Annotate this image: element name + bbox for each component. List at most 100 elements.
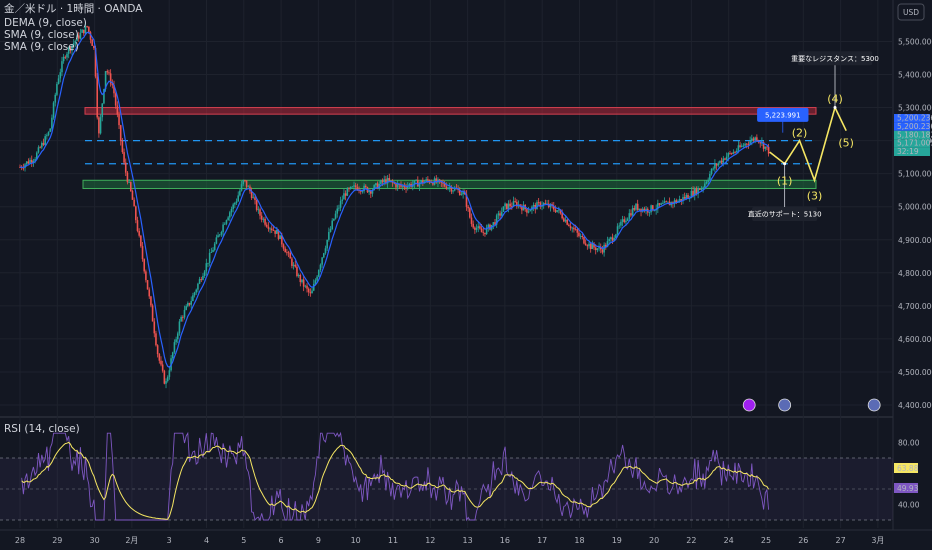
candle-body (302, 279, 305, 287)
dema-series (19, 31, 770, 369)
right-tag: 5,200.236 (897, 122, 932, 131)
candle-body (252, 197, 255, 199)
wave-label-3: (3) (807, 189, 823, 202)
rsi-tick: 40.00 (898, 501, 920, 510)
candle-body (79, 32, 82, 39)
candle-body (161, 364, 164, 371)
candle-body (603, 244, 605, 253)
candle-body (158, 354, 161, 361)
date-tick: 10 (351, 536, 361, 545)
candle-body (160, 360, 162, 365)
date-tick: 19 (612, 536, 622, 545)
candle-body (574, 229, 577, 230)
resistance-label-bg (797, 51, 873, 66)
candle-body (742, 145, 745, 147)
rsi-ma-tag: 63.88 (897, 464, 919, 473)
candle-body (136, 220, 139, 231)
time-axis[interactable]: 28 29 30 2月 3 4 5 6 9 10 11 12 13 16 17 18 19 20 22 24 25 26 2… (15, 536, 885, 545)
candle-body (514, 201, 516, 202)
candle-body (163, 370, 166, 384)
candle-body (353, 185, 355, 187)
candle-body (153, 321, 156, 334)
candle-body (104, 71, 107, 90)
candle-body (480, 228, 483, 233)
candle-body (72, 43, 75, 46)
candle-body (751, 138, 753, 142)
price-tag-bg (757, 107, 809, 122)
candle-body (588, 243, 590, 247)
candle-body (690, 190, 693, 198)
resistance-zone (84, 107, 817, 115)
candle-body (124, 162, 127, 173)
price-axis[interactable]: 5,500.0005,400.0005,300.0005,200.0005,10… (894, 3, 932, 510)
candle-body (109, 73, 112, 84)
candle-body (406, 185, 409, 189)
candle-body (504, 203, 506, 207)
candle-body (71, 45, 73, 51)
candle-body (296, 266, 298, 276)
candle-body (375, 183, 377, 186)
candle-body (631, 208, 634, 216)
date-tick: 3月 (871, 536, 884, 545)
candle-body (376, 183, 379, 189)
candle-body (208, 252, 211, 263)
candle-body (113, 85, 115, 94)
symbol-title[interactable]: 金／米ドル · 1時間 · OANDA (4, 3, 143, 15)
candle-body (64, 56, 67, 58)
candle-body (67, 47, 70, 54)
candle-body (495, 215, 498, 225)
candle-body (665, 201, 668, 203)
candle-body (427, 179, 429, 181)
candle-body (165, 381, 167, 384)
candle-body (35, 152, 38, 160)
candle-body (697, 188, 699, 195)
candle-body (487, 224, 490, 228)
candle-body (133, 199, 135, 207)
wave-label-2: (2) (792, 127, 808, 140)
date-tick: 9 (316, 536, 321, 545)
price-tick: 4,900.000 (898, 236, 932, 245)
candle-body (720, 160, 723, 163)
indicator-dema[interactable]: DEMA (9, close) (4, 17, 87, 29)
candle-body (380, 180, 382, 184)
candle-body (284, 248, 287, 253)
candle-body (239, 190, 241, 196)
candle-body (422, 180, 424, 184)
candle-body (294, 264, 297, 267)
candle-body (724, 158, 726, 160)
candle-body (492, 222, 495, 225)
candlesticks (19, 22, 770, 389)
indicator-sma-2[interactable]: SMA (9, close) (4, 41, 79, 53)
event-icon-3 (867, 398, 881, 412)
candle-body (636, 203, 639, 210)
candle-body (536, 202, 538, 210)
date-tick: 25 (761, 536, 771, 545)
candle-body (740, 145, 743, 147)
candle-body (187, 303, 189, 307)
date-tick: 16 (500, 536, 510, 545)
candle-body (638, 208, 641, 210)
candle-body (37, 147, 40, 153)
candle-body (62, 56, 65, 62)
indicator-sma-1[interactable]: SMA (9, close) (4, 29, 79, 41)
candle-body (465, 194, 468, 207)
candle-body (511, 206, 513, 208)
candle-body (618, 225, 621, 227)
rsi-line (21, 431, 770, 522)
candle-body (190, 301, 193, 305)
candle-body (709, 173, 711, 180)
indicator-rsi[interactable]: RSI (14, close) (4, 423, 80, 435)
candle-body (225, 220, 228, 224)
currency-label: USD (903, 8, 919, 17)
candle-body (123, 152, 125, 163)
candle-body (395, 183, 397, 188)
price-tick: 4,400.000 (898, 401, 932, 410)
candle-body (725, 156, 728, 160)
candle-body (745, 143, 748, 145)
candle-body (727, 153, 730, 157)
candle-body (188, 303, 191, 305)
candle-body (693, 188, 696, 196)
candle-body (193, 292, 196, 296)
candle-body (705, 181, 708, 184)
